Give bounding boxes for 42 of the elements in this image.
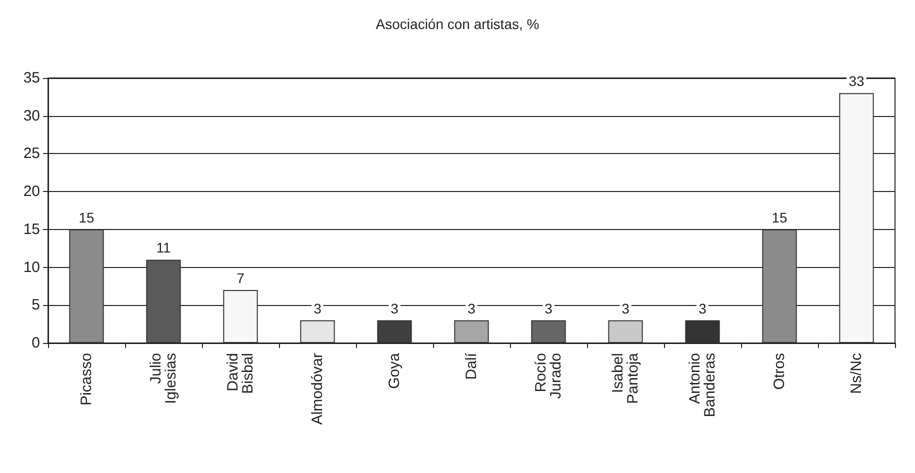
bar: [531, 320, 566, 343]
y-tick-label: 30: [23, 107, 40, 124]
x-tick-label: Isabel Pantoja: [610, 352, 642, 404]
data-label: 3: [468, 300, 476, 316]
data-label: 3: [544, 300, 553, 316]
bar: [223, 290, 258, 343]
data-label: 3: [390, 300, 399, 316]
bar: [377, 320, 412, 343]
data-label: 3: [314, 300, 322, 316]
bar: [685, 320, 720, 343]
y-tick-label: 10: [23, 258, 40, 276]
data-label: 15: [772, 209, 788, 226]
y-tick-label: 20: [23, 183, 40, 200]
x-tick-label: Otros: [771, 353, 788, 390]
y-tick-label: 0: [32, 334, 40, 352]
data-label: 11: [156, 240, 171, 256]
x-tick-label: Rocío Jurado: [532, 353, 564, 399]
data-label: 3: [622, 300, 630, 316]
x-tick-label: David Bisbal: [224, 353, 256, 394]
bar: [146, 260, 181, 343]
x-tick-label: Dalí: [463, 352, 480, 380]
bar: [454, 320, 489, 343]
y-tick-label: 25: [23, 145, 40, 162]
x-tick-label: Ns/Nc: [848, 352, 865, 394]
y-tick-label: 5: [32, 296, 40, 314]
x-tick-label: Almodóvar: [309, 353, 326, 425]
y-tick-label: 15: [23, 220, 40, 238]
x-tick-label: Antonio Banderas: [686, 353, 718, 418]
bar: [762, 229, 797, 343]
bar: [608, 320, 643, 343]
x-tick-label: Julio Iglesias: [148, 353, 180, 404]
data-label: 15: [78, 209, 94, 226]
x-tick-label: Goya: [386, 352, 403, 389]
bar: [69, 229, 104, 343]
y-tick-label: 35: [23, 70, 40, 86]
data-label: 3: [698, 300, 707, 316]
bar: [839, 93, 874, 343]
data-label: 7: [236, 270, 245, 286]
x-tick-label: Picasso: [78, 353, 95, 406]
chart-title: Asociación con artistas, %: [376, 16, 540, 32]
data-label: 33: [848, 73, 864, 90]
bar: [300, 320, 335, 343]
